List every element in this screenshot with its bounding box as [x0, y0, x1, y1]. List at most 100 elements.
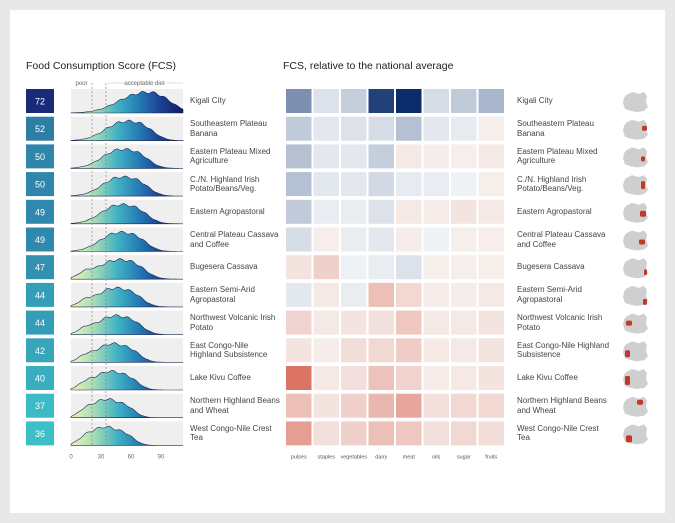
- density-ridge: [70, 119, 184, 141]
- region-label: Northern Highland Beans and Wheat: [190, 396, 280, 415]
- heatmap-cell: [313, 144, 339, 169]
- heatmap-column-label: vegetables: [340, 454, 367, 460]
- heatmap-row-label: Southeastern Plateau Banana: [517, 119, 594, 138]
- heatmap-cell: [286, 366, 312, 390]
- heatmap-column-label: meat: [403, 454, 416, 460]
- heatmap-cell: [341, 255, 367, 280]
- heatmap-row-label: Northwest Volcanic Irish Potato: [517, 313, 603, 332]
- region-label: C./N. Highland Irish Potato/Beans/Veg.: [190, 174, 260, 194]
- heatmap-column-label: staples: [318, 454, 336, 460]
- heatmap-cell: [368, 199, 394, 224]
- density-ridge: [70, 342, 183, 363]
- heatmap-cell: [313, 199, 339, 224]
- ridgeline-title: Food Consumption Score (FCS): [26, 60, 176, 72]
- heatmap-cell: [368, 227, 394, 252]
- region-label: Kigali City: [190, 96, 226, 105]
- heatmap-cell: [341, 144, 367, 169]
- heatmap-cell: [368, 310, 394, 335]
- rwanda-region-map-icon: [623, 175, 648, 196]
- heatmap-cell: [341, 282, 367, 307]
- heatmap-cell: [341, 227, 367, 252]
- region-label: Eastern Semi-Arid Agropastoral: [190, 285, 255, 304]
- heatmap-title: FCS, relative to the national average: [283, 60, 454, 72]
- heatmap-cell: [396, 144, 422, 169]
- heatmap-cell: [478, 172, 504, 197]
- score-value: 44: [35, 290, 45, 300]
- heatmap-cell: [478, 282, 504, 307]
- heatmap-cell: [396, 227, 422, 252]
- score-value: 49: [35, 235, 45, 245]
- heatmap-cell: [286, 172, 312, 197]
- heatmap-cell: [313, 227, 339, 252]
- heatmap-cell: [396, 282, 422, 307]
- heatmap-cell: [478, 421, 504, 446]
- heatmap-cell: [451, 199, 477, 224]
- density-ridge: [70, 370, 183, 391]
- score-box: [26, 255, 54, 280]
- heatmap-cell: [396, 89, 422, 113]
- heatmap-cell: [313, 366, 339, 390]
- heatmap-cell: [423, 393, 449, 418]
- score-value: 47: [35, 263, 45, 273]
- acceptable-label: acceptable diet: [124, 81, 165, 87]
- heatmap-cell: [313, 310, 339, 335]
- density-ridge: [70, 230, 183, 252]
- poor-label: poor: [75, 81, 87, 87]
- heatmap-row-label: Eastern Semi-Arid Agropastoral: [517, 285, 582, 304]
- x-tick-label: 0: [69, 454, 73, 460]
- heatmap-cell: [368, 282, 394, 307]
- rwanda-region-map-icon: [623, 313, 648, 334]
- rwanda-region-map-icon: [623, 147, 648, 168]
- heatmap-cell: [341, 338, 367, 363]
- x-tick-label: 90: [158, 454, 165, 460]
- score-box: [26, 89, 54, 113]
- heatmap-cell: [341, 310, 367, 335]
- heatmap-cell: [313, 393, 339, 418]
- score-value: 36: [35, 429, 45, 439]
- heatmap-cell: [423, 255, 449, 280]
- density-ridge: [70, 148, 183, 169]
- heatmap-cell: [478, 310, 504, 335]
- heatmap-column-label: dairy: [375, 454, 387, 460]
- heatmap-cell: [478, 89, 504, 113]
- heatmap-cell: [478, 227, 504, 252]
- heatmap-cell: [423, 227, 449, 252]
- score-value: 44: [35, 318, 45, 328]
- rwanda-region-map-icon: [623, 341, 648, 362]
- heatmap-cell: [286, 282, 312, 307]
- score-value: 37: [35, 401, 45, 411]
- heatmap-cell: [451, 310, 477, 335]
- score-value: 50: [35, 152, 45, 162]
- heatmap-cell: [478, 393, 504, 418]
- heatmap-cell: [368, 172, 394, 197]
- heatmap-cell: [368, 144, 394, 169]
- region-label: West Congo-Nile Crest Tea: [190, 423, 272, 443]
- heatmap-cell: [423, 199, 449, 224]
- density-ridge: [70, 425, 183, 446]
- region-label: East Congo-Nile Highland Subsistence: [190, 340, 268, 360]
- heatmap-cell: [396, 366, 422, 390]
- heatmap-cell: [423, 282, 449, 307]
- score-value: 42: [35, 346, 45, 356]
- heatmap-row-label: Lake Kivu Coffee: [517, 373, 578, 382]
- score-value: 52: [35, 124, 45, 134]
- rwanda-region-map-icon: [623, 230, 648, 251]
- heatmap-cell: [368, 116, 394, 141]
- heatmap-row-label: Kigali City: [517, 96, 553, 105]
- heatmap-cell: [286, 89, 312, 113]
- heatmap-cell: [396, 310, 422, 335]
- region-label: Northwest Volcanic Irish Potato: [190, 313, 276, 332]
- heatmap-cell: [451, 144, 477, 169]
- heatmap-row-label: Central Plateau Cassava and Coffee: [517, 230, 606, 249]
- score-box: [26, 393, 54, 418]
- heatmap-cell: [451, 89, 477, 113]
- heatmap-cell: [368, 338, 394, 363]
- heatmap-cell: [286, 255, 312, 280]
- heatmap-cell: [423, 338, 449, 363]
- heatmap-cell: [341, 421, 367, 446]
- rwanda-region-map-icon: [623, 258, 648, 279]
- density-ridge: [70, 258, 183, 280]
- score-box: [26, 116, 54, 141]
- score-value: 72: [35, 97, 45, 107]
- heatmap-cell: [341, 89, 367, 113]
